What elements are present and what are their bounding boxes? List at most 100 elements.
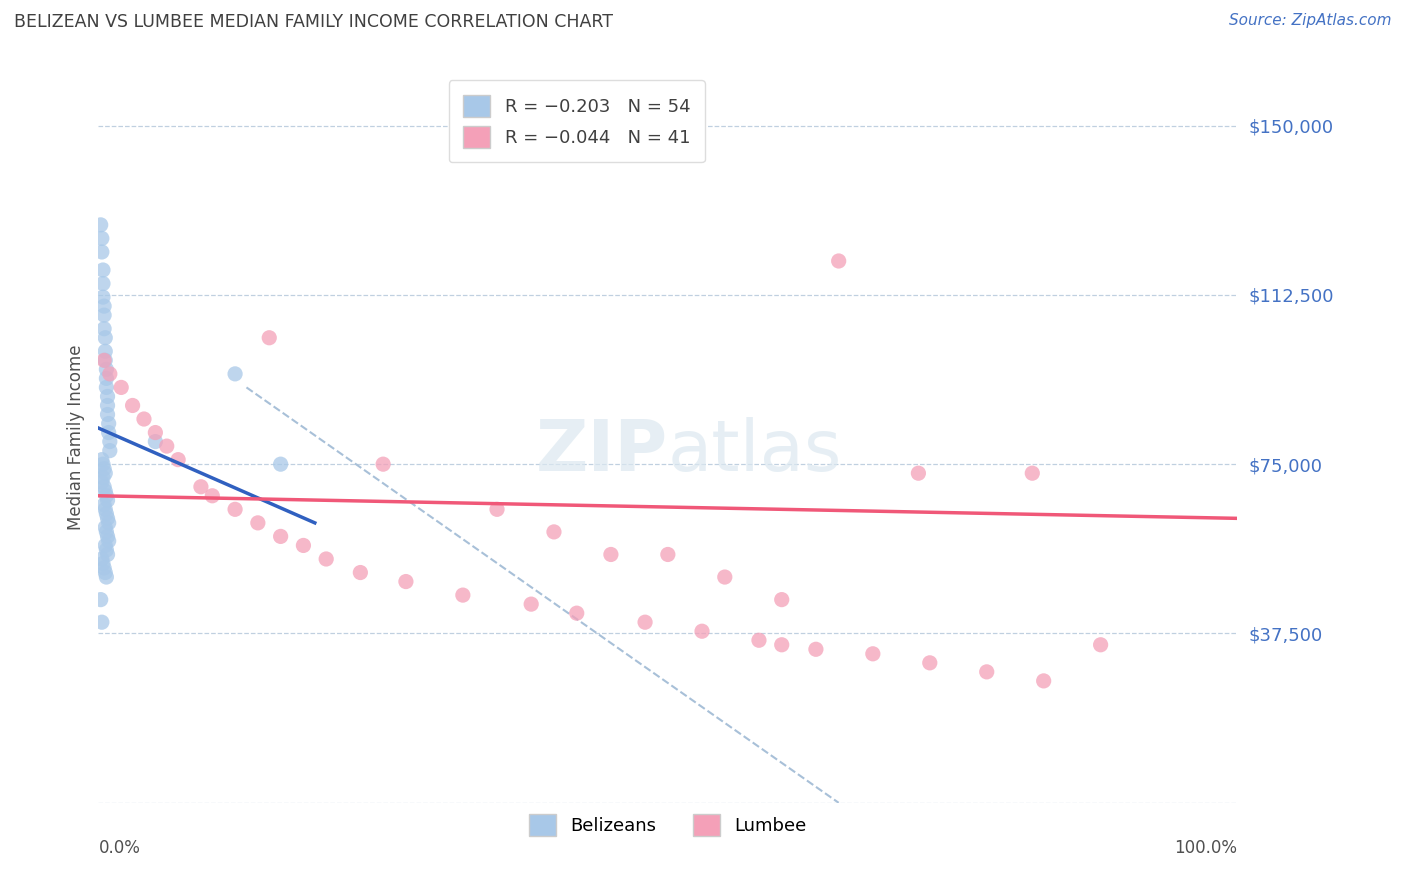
Point: [918, 656, 941, 670]
Point: [657, 548, 679, 562]
Point: [94, 520, 117, 534]
Point: [1090, 638, 1112, 652]
Point: [132, 412, 155, 426]
Point: [96, 507, 118, 521]
Text: BELIZEAN VS LUMBEE MEDIAN FAMILY INCOME CORRELATION CHART: BELIZEAN VS LUMBEE MEDIAN FAMILY INCOME …: [14, 13, 613, 31]
Point: [520, 597, 543, 611]
Point: [97, 516, 120, 530]
Text: Source: ZipAtlas.com: Source: ZipAtlas.com: [1229, 13, 1392, 29]
Point: [96, 524, 118, 539]
Point: [94, 466, 117, 480]
Point: [93, 498, 115, 512]
Point: [93, 461, 115, 475]
Point: [770, 638, 793, 652]
Point: [94, 331, 117, 345]
Point: [98, 434, 121, 449]
Point: [1021, 466, 1043, 480]
Point: [91, 457, 114, 471]
Point: [97, 425, 120, 440]
Point: [96, 389, 118, 403]
Point: [96, 493, 118, 508]
Point: [371, 457, 394, 471]
Point: [96, 399, 118, 413]
Point: [96, 362, 118, 376]
Point: [90, 244, 112, 259]
Text: 0.0%: 0.0%: [98, 839, 141, 857]
Point: [1032, 673, 1054, 688]
Point: [543, 524, 565, 539]
Point: [315, 552, 337, 566]
Point: [94, 566, 117, 580]
Point: [93, 353, 115, 368]
Point: [96, 548, 118, 562]
Point: [91, 290, 114, 304]
Point: [270, 457, 292, 471]
Point: [259, 331, 281, 345]
Point: [97, 533, 120, 548]
Text: 100.0%: 100.0%: [1174, 839, 1237, 857]
Point: [96, 380, 118, 394]
Point: [862, 647, 884, 661]
Point: [96, 489, 118, 503]
Point: [90, 218, 112, 232]
Point: [94, 538, 117, 552]
Point: [201, 489, 224, 503]
Point: [91, 277, 114, 291]
Point: [96, 511, 118, 525]
Point: [93, 322, 115, 336]
Point: [167, 452, 190, 467]
Point: [94, 502, 117, 516]
Point: [828, 254, 851, 268]
Point: [714, 570, 737, 584]
Point: [96, 371, 118, 385]
Text: ZIP: ZIP: [536, 417, 668, 486]
Point: [565, 606, 588, 620]
Point: [98, 367, 121, 381]
Point: [190, 480, 212, 494]
Point: [349, 566, 371, 580]
Point: [804, 642, 827, 657]
Point: [110, 380, 132, 394]
Legend: Belizeans, Lumbee: Belizeans, Lumbee: [520, 805, 815, 845]
Point: [90, 552, 112, 566]
Point: [98, 443, 121, 458]
Point: [96, 529, 118, 543]
Point: [224, 502, 246, 516]
Point: [121, 399, 143, 413]
Point: [97, 417, 120, 431]
Point: [748, 633, 770, 648]
Point: [96, 543, 118, 558]
Point: [90, 615, 112, 630]
Point: [145, 434, 167, 449]
Point: [486, 502, 509, 516]
Point: [907, 466, 929, 480]
Point: [90, 452, 112, 467]
Point: [91, 471, 114, 485]
Point: [94, 344, 117, 359]
Point: [976, 665, 998, 679]
Point: [96, 408, 118, 422]
Point: [90, 592, 112, 607]
Point: [600, 548, 623, 562]
Point: [690, 624, 713, 639]
Point: [246, 516, 269, 530]
Point: [224, 367, 246, 381]
Point: [91, 263, 114, 277]
Point: [270, 529, 292, 543]
Point: [156, 439, 179, 453]
Y-axis label: Median Family Income: Median Family Income: [66, 344, 84, 530]
Point: [90, 475, 112, 490]
Point: [770, 592, 793, 607]
Point: [93, 480, 115, 494]
Point: [451, 588, 474, 602]
Point: [91, 557, 114, 571]
Point: [292, 538, 315, 552]
Point: [93, 308, 115, 322]
Point: [145, 425, 167, 440]
Text: atlas: atlas: [668, 417, 842, 486]
Point: [94, 353, 117, 368]
Point: [94, 484, 117, 499]
Point: [90, 231, 112, 245]
Point: [96, 570, 118, 584]
Point: [93, 561, 115, 575]
